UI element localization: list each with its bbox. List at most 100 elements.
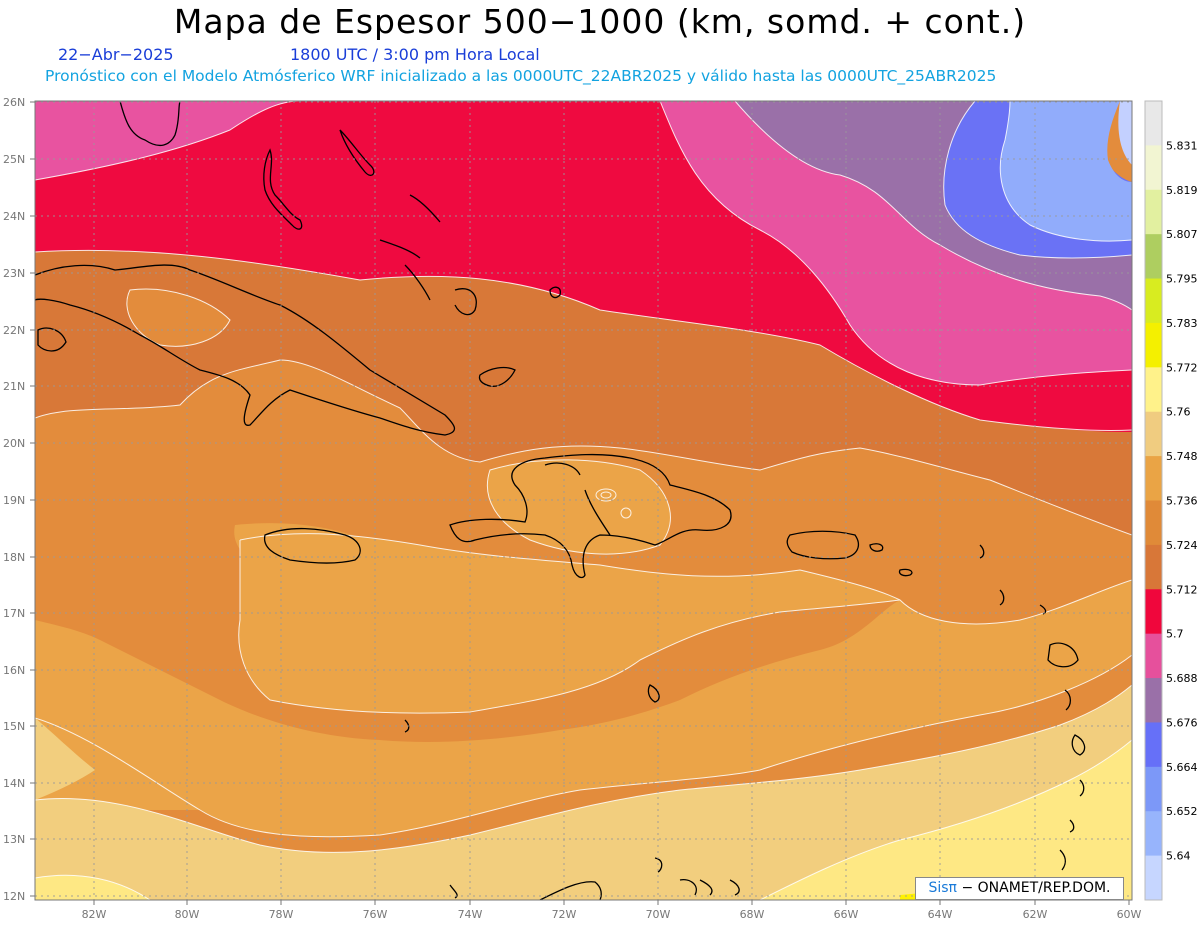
- colorbar-label: 5.783: [1166, 317, 1198, 330]
- colorbar-label: 5.795: [1166, 273, 1198, 286]
- lon-label: 68W: [740, 908, 765, 921]
- colorbar-label: 5.724: [1166, 539, 1198, 552]
- band-5-640: [1118, 101, 1132, 165]
- colorbar-label: 5.807: [1166, 228, 1198, 241]
- lat-label: 26N: [3, 96, 25, 109]
- colorbar-label: 5.688: [1166, 672, 1198, 685]
- band-5-760: [760, 740, 1132, 900]
- colorbar-swatch: [1145, 278, 1162, 324]
- band-5-676: [735, 101, 1132, 310]
- florida-coast: [119, 101, 181, 147]
- lon-label: 60W: [1117, 908, 1142, 921]
- latitude-ticks: [30, 101, 35, 897]
- forecast-date: 22−Abr−2025: [58, 45, 174, 64]
- forecast-time: 1800 UTC / 3:00 pm Hora Local: [290, 45, 540, 64]
- band-5-736: [35, 533, 1132, 837]
- lesser-antilles: [999, 589, 1086, 833]
- jamaica-coast: [263, 527, 361, 564]
- colorbar-swatch: [1145, 234, 1162, 280]
- band-5-688-west: [35, 101, 300, 180]
- lon-label: 62W: [1023, 908, 1048, 921]
- band-5-700: [35, 101, 1132, 432]
- lat-label: 16N: [3, 664, 25, 677]
- colorbar-label: 5.652: [1166, 805, 1198, 818]
- band-5-652: [1000, 101, 1132, 242]
- band-5-748-west: [35, 718, 95, 800]
- lon-label: 82W: [82, 908, 107, 921]
- credit-box: Sisπ − ONAMET/REP.DOM.: [915, 877, 1124, 900]
- lon-label: 76W: [363, 908, 388, 921]
- band-5-712: [35, 250, 1132, 536]
- lat-label: 15N: [3, 720, 25, 733]
- colorbar-label: 5.76: [1166, 406, 1191, 419]
- colorbar-swatch: [1145, 544, 1162, 590]
- colorbar-frame: [1144, 100, 1163, 901]
- longitude-ticks: [93, 900, 1130, 905]
- colorbar-swatch: [1145, 811, 1162, 857]
- colorbar-swatch: [1145, 678, 1162, 723]
- band-5-760-west: [35, 875, 150, 900]
- latitude-axis: 26N 25N 24N 23N 22N 21N 20N 19N 18N 17N …: [3, 96, 25, 903]
- model-description: Pronóstico con el Modelo Atmósferico WRF…: [45, 67, 997, 85]
- colorbar: 5.831 5.819 5.807 5.795 5.783 5.772 5.76 5.748 5…: [1144, 100, 1198, 901]
- colorbar-swatch: [1145, 101, 1162, 146]
- colorbar-label: 5.664: [1166, 761, 1198, 774]
- colorbar-label: 5.7: [1166, 628, 1184, 641]
- coastlines: [35, 101, 1086, 900]
- colorbar-label: 5.772: [1166, 361, 1198, 374]
- colorbar-label: 5.676: [1166, 716, 1198, 729]
- colorbar-label: 5.819: [1166, 184, 1198, 197]
- lat-label: 22N: [3, 324, 25, 337]
- colorbar-swatch: [1145, 189, 1162, 235]
- colorbar-label: 5.831: [1166, 139, 1198, 152]
- colorbar-swatch: [1145, 411, 1162, 457]
- lon-label: 74W: [458, 908, 483, 921]
- colorbar-swatch: [1145, 145, 1162, 191]
- south-america-coast: [449, 857, 740, 900]
- credit-text: − ONAMET/REP.DOM.: [961, 880, 1111, 896]
- cuba-coast: [35, 264, 456, 436]
- colorbar-swatch: [1145, 322, 1162, 368]
- colorbar-swatch: [1145, 500, 1162, 546]
- colorbar-label: 5.712: [1166, 583, 1198, 596]
- lon-label: 64W: [928, 908, 953, 921]
- lat-label: 18N: [3, 551, 25, 564]
- lat-label: 14N: [3, 777, 25, 790]
- lat-label: 19N: [3, 494, 25, 507]
- band-5-736-hispaniola: [487, 459, 671, 555]
- colorbar-swatch: [1145, 633, 1162, 679]
- band-5-748: [35, 685, 1132, 900]
- lat-label: 24N: [3, 210, 25, 223]
- lat-label: 12N: [3, 890, 25, 903]
- lat-label: 20N: [3, 437, 25, 450]
- lon-label: 70W: [646, 908, 671, 921]
- hispaniola-coast: [449, 453, 732, 579]
- colorbar-swatch: [1145, 766, 1162, 812]
- lon-label: 80W: [175, 908, 200, 921]
- colorbar-label: 5.64: [1166, 850, 1191, 863]
- band-5-724-cuba: [126, 289, 230, 347]
- sispi-brand: Sisπ: [928, 880, 957, 896]
- lat-label: 23N: [3, 267, 25, 280]
- band-5-688-east: [660, 101, 1132, 385]
- colorbar-label: 5.736: [1166, 495, 1198, 508]
- longitude-axis: 82W 80W 78W 76W 74W 72W 70W 68W 66W 64W …: [82, 908, 1142, 921]
- colorbar-swatch: [1145, 456, 1162, 501]
- bahamas: [263, 148, 303, 230]
- colorbar-label: 5.748: [1166, 450, 1198, 463]
- graticule: [35, 101, 1132, 900]
- colorbar-swatch: [1145, 855, 1162, 901]
- lon-label: 66W: [834, 908, 859, 921]
- lon-label: 78W: [269, 908, 294, 921]
- lat-label: 17N: [3, 607, 25, 620]
- lat-label: 25N: [3, 153, 25, 166]
- colorbar-swatch: [1145, 367, 1162, 413]
- colorbar-swatch: [1145, 722, 1162, 768]
- lat-label: 21N: [3, 380, 25, 393]
- shaded-thickness-field: [35, 101, 1132, 900]
- map-title: Mapa de Espesor 500−1000 (km, somd. + co…: [173, 2, 1027, 41]
- puerto-rico-coast: [786, 530, 859, 560]
- colorbar-swatch: [1145, 589, 1162, 635]
- lon-label: 72W: [552, 908, 577, 921]
